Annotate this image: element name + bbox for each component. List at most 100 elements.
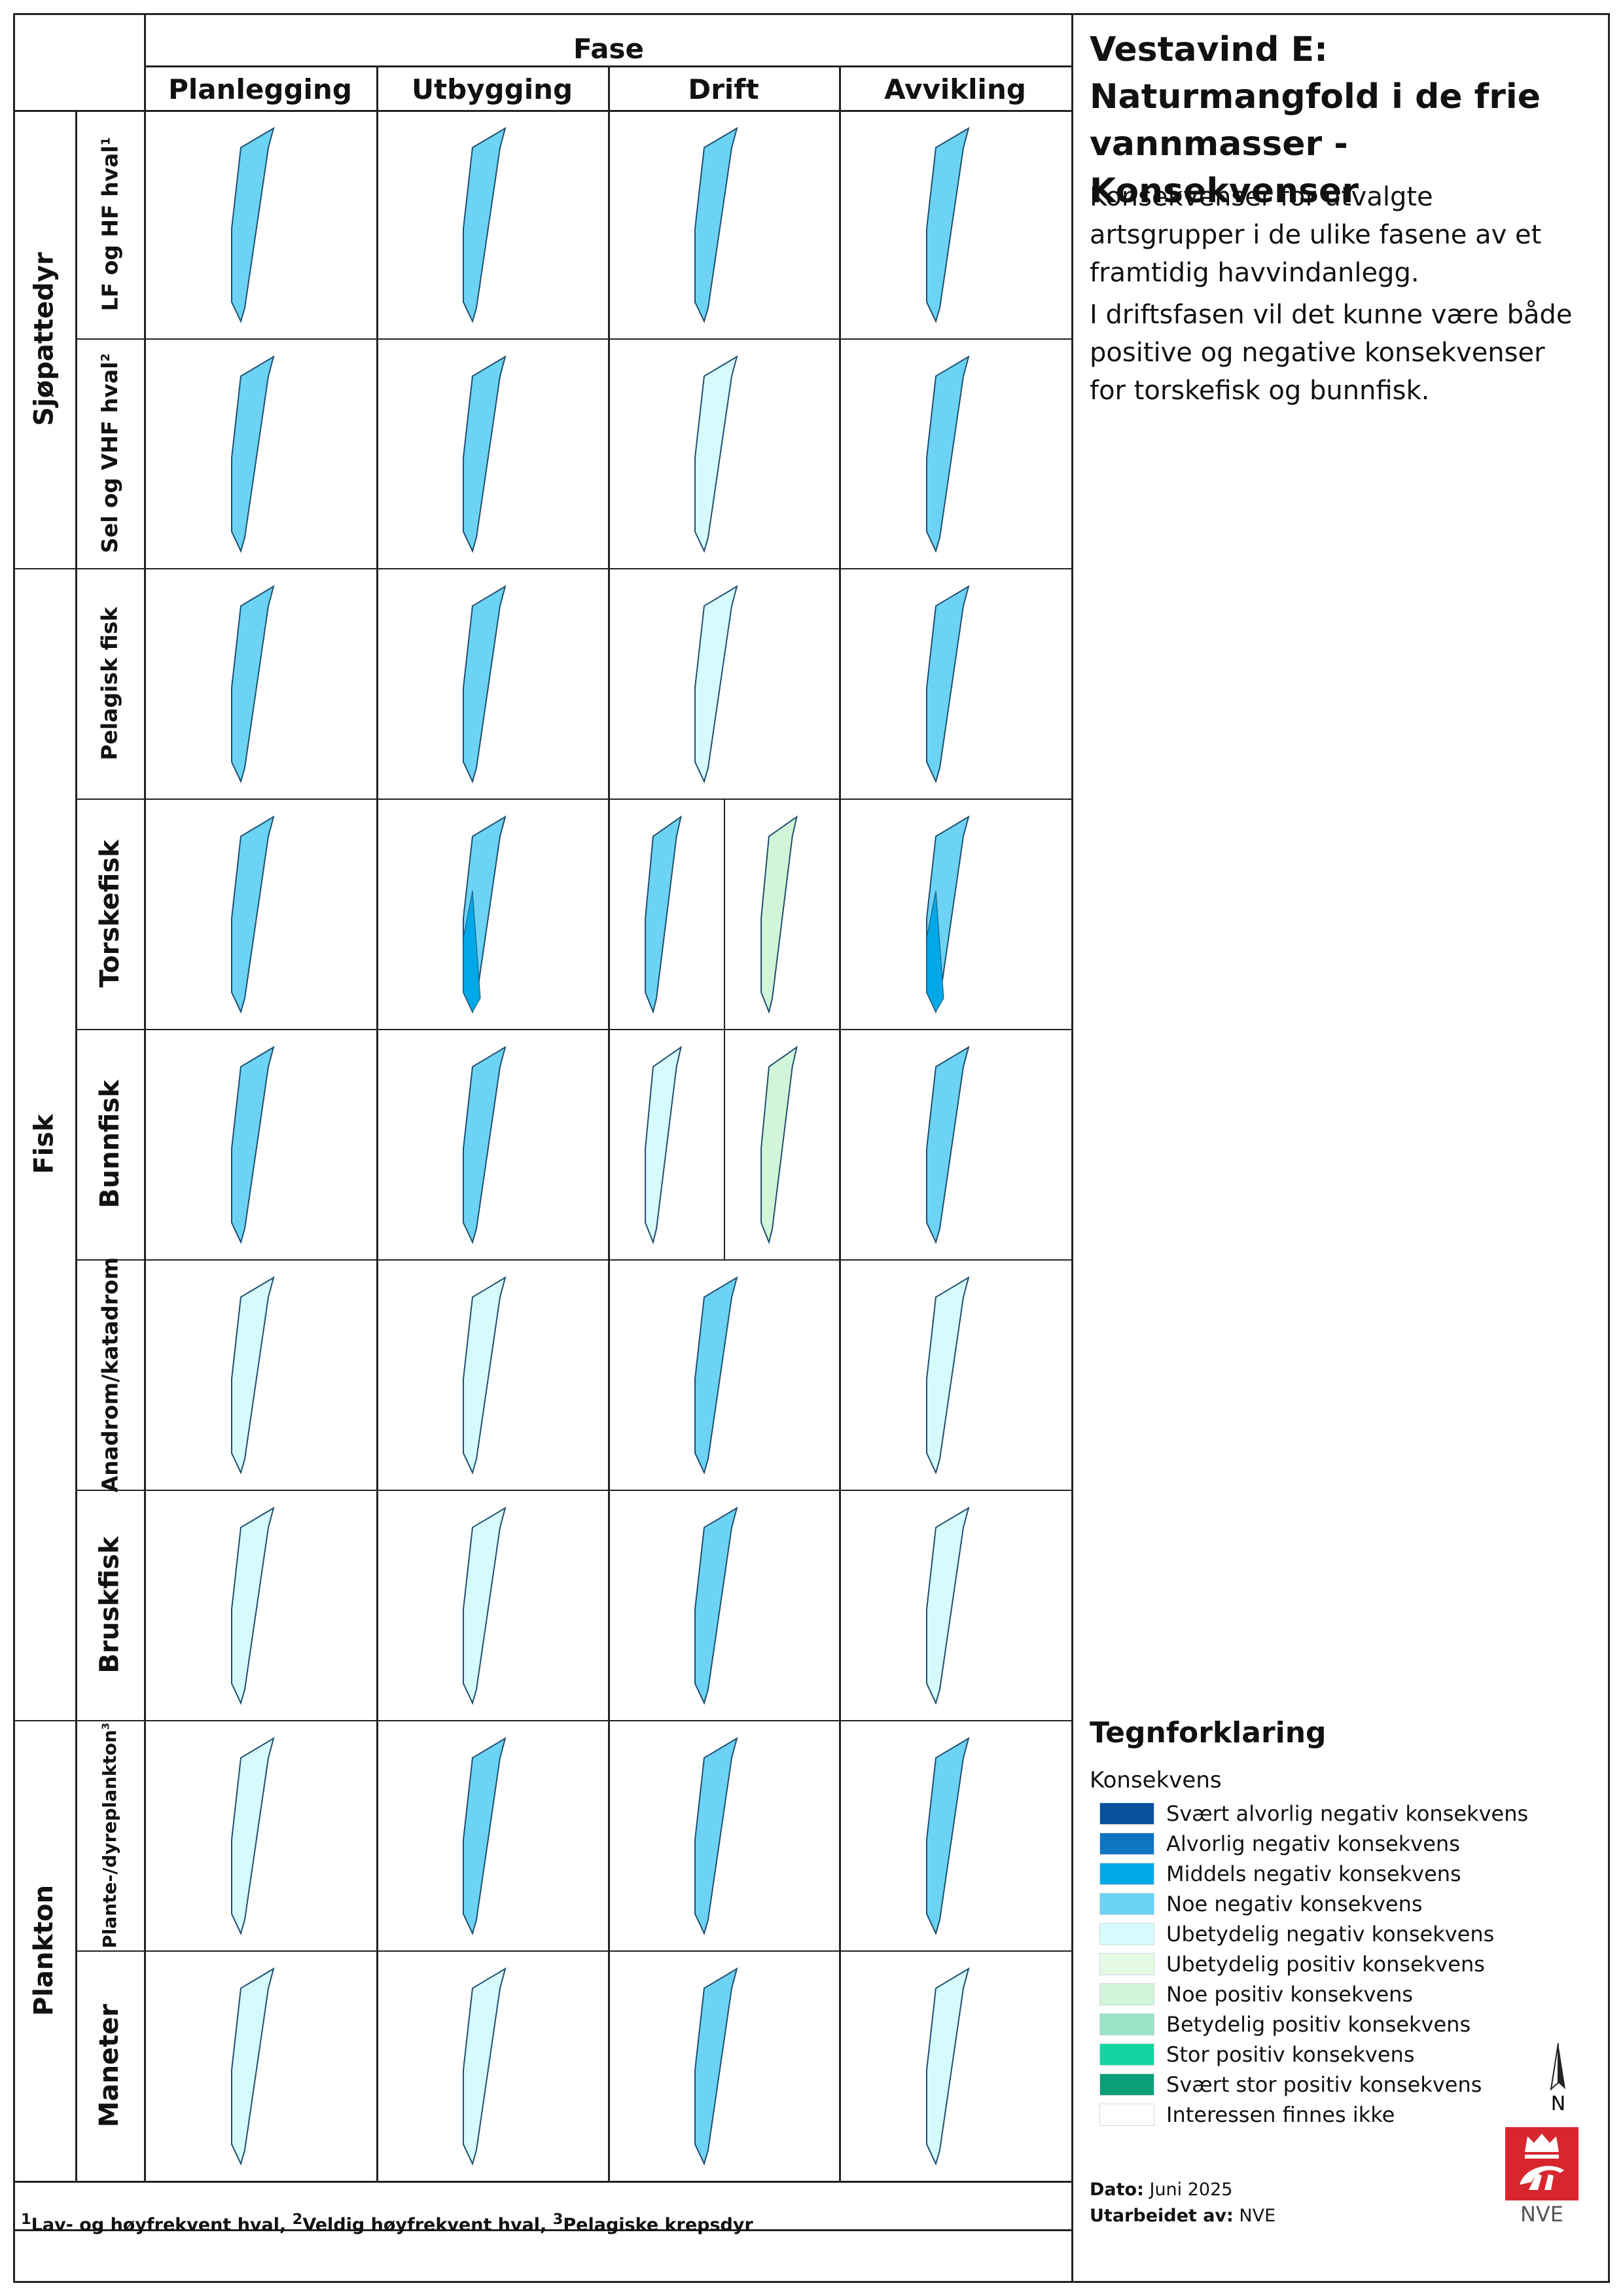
legend-item: Ubetydelig positiv konsekvens [1099, 1949, 1558, 1979]
group-label: Fisk [13, 568, 75, 1720]
consequence-area-noe_neg [230, 126, 275, 323]
consequence-area-noe_neg [463, 815, 507, 1014]
legend-item: Stor positiv konsekvens [1099, 2039, 1558, 2070]
consequence-area-ubet_neg [925, 1506, 970, 1705]
legend-label: Ubetydelig positiv konsekvens [1166, 1952, 1485, 1977]
consequence-area-ubet_neg [925, 1967, 970, 2166]
legend-item: Alvorlig negativ konsekvens [1099, 1829, 1558, 1859]
legend-swatch [1099, 1833, 1154, 1855]
legend-swatch [1099, 2073, 1154, 2096]
legend: Svært alvorlig negativ konsekvens Alvorli… [1099, 1799, 1558, 2130]
legend-swatch [1099, 1983, 1154, 2005]
header-divider [144, 65, 1071, 67]
row-label: Plante-/dyreplankton3 [75, 1720, 144, 1950]
legend-subtitle: Konsekvens [1090, 1767, 1222, 1793]
consequence-area-ubet_neg [925, 1276, 970, 1475]
matrix-bottom-line [13, 2181, 1071, 2183]
phase-header: Fase [573, 33, 645, 65]
group-label-text: Sjøpattedyr [29, 252, 60, 426]
consequence-area-noe_neg [463, 1045, 507, 1244]
consequence-area-ubet_neg [694, 355, 738, 553]
consequence-area-noe_pos [760, 815, 798, 1014]
consequence-sub-area-middels_neg [463, 891, 481, 1013]
row-label: Pelagisk fisk [75, 568, 144, 798]
legend-swatch [1099, 2013, 1154, 2036]
legend-title: Tegnforklaring [1090, 1716, 1327, 1749]
consequence-area-noe_neg [463, 355, 507, 553]
row-label-text: Anadrom/katadrom [97, 1257, 122, 1492]
legend-swatch [1099, 1953, 1154, 1975]
row-line [75, 1490, 1073, 1491]
legend-swatch [1099, 1863, 1154, 1885]
legend-swatch [1099, 2104, 1154, 2126]
author-line: Utarbeidet av: NVE [1090, 2206, 1276, 2226]
consequence-area-noe_neg [694, 1736, 738, 1935]
row-label-text: Pelagisk fisk [97, 606, 122, 761]
consequence-area-noe_neg [694, 1506, 738, 1705]
legend-label: Alvorlig negativ konsekvens [1166, 1831, 1460, 1856]
cell-split-line [723, 1029, 725, 1259]
column-line [839, 65, 841, 2181]
legend-label: Betydelig positiv konsekvens [1166, 2012, 1471, 2037]
column-line [376, 65, 378, 2181]
legend-item: Betydelig positiv konsekvens [1099, 2009, 1558, 2039]
legend-item: Middels negativ konsekvens [1099, 1859, 1558, 1889]
date-line: Dato: Juni 2025 [1090, 2179, 1233, 2200]
consequence-matrix: Sjøpattedyr Fisk Plankton LF og HF hval1 Sel… [13, 13, 1073, 2283]
footnote: 1Lav- og høyfrekvent hval, 2Veldig høyfr… [21, 2211, 753, 2235]
consequence-area-noe_neg [925, 584, 970, 783]
consequence-area-noe_neg [463, 1736, 507, 1935]
header-bottom-line [13, 110, 1071, 112]
nve-logo: NVE [1505, 2127, 1578, 2227]
column-line [608, 65, 610, 2181]
legend-swatch [1099, 1923, 1154, 1945]
consequence-area-noe_neg [230, 584, 275, 783]
row-label: Torskefisk [75, 798, 144, 1029]
legend-item: Interessen finnes ikke [1099, 2100, 1558, 2130]
north-arrow-icon: N [1542, 2042, 1575, 2115]
map-description: Konsekvenser for utvalgte artsgrupper i … [1090, 182, 1573, 406]
consequence-sub-area-middels_neg [926, 891, 944, 1013]
map-frame [13, 13, 1610, 2283]
row-label-text: Maneter [94, 2003, 125, 2128]
map-title: Vestavind E: Naturmangfold i de frie van… [1090, 30, 1541, 211]
group-label-text: Plankton [29, 1884, 60, 2017]
legend-label: Middels negativ konsekvens [1166, 1861, 1461, 1886]
consequence-area-noe_neg [230, 815, 275, 1014]
row-label: Bunnfisk [75, 1029, 144, 1259]
consequence-area-noe_neg [925, 355, 970, 553]
consequence-area-noe_neg [694, 126, 738, 323]
legend-item: Svært alvorlig negativ konsekvens [1099, 1799, 1558, 1829]
row-label-text: Plante-/dyreplankton3 [99, 1722, 121, 1948]
row-label-text: Bruskfisk [94, 1536, 125, 1674]
consequence-area-noe_neg [925, 1045, 970, 1244]
consequence-area-noe_neg [230, 355, 275, 553]
group-label: Sjøpattedyr [13, 110, 75, 568]
row-label: Bruskfisk [75, 1490, 144, 1720]
legend-label: Svært alvorlig negativ konsekvens [1166, 1801, 1529, 1826]
consequence-area-noe_neg [694, 1967, 738, 2166]
legend-label: Noe negativ konsekvens [1166, 1892, 1423, 1916]
phase-drift: Drift [688, 73, 759, 105]
panel-divider [1071, 13, 1073, 2283]
footnote-top-line [13, 2229, 1073, 2231]
row-label-text: Torskefisk [94, 840, 125, 988]
row-line [75, 798, 1073, 800]
consequence-area-noe_neg [645, 815, 683, 1014]
consequence-area-ubet_neg [463, 1506, 507, 1705]
legend-swatch [1099, 1893, 1154, 1915]
consequence-area-noe_pos [760, 1045, 798, 1245]
row-label-text: LF og HF hval1 [97, 137, 123, 312]
consequence-area-ubet_neg [645, 1045, 683, 1245]
consequence-area-ubet_neg [230, 1967, 275, 2166]
legend-item: Noe negativ konsekvens [1099, 1889, 1558, 1919]
row-line [75, 338, 1073, 340]
consequence-area-ubet_neg [230, 1506, 275, 1705]
group-label-text: Fisk [29, 1114, 60, 1174]
column-line [144, 13, 146, 2181]
consequence-area-noe_neg [694, 1276, 738, 1475]
consequence-area-ubet_neg [463, 1276, 507, 1475]
row-line [13, 568, 1073, 569]
row-label-text: Bunnfisk [94, 1080, 125, 1208]
legend-swatch [1099, 2043, 1154, 2066]
